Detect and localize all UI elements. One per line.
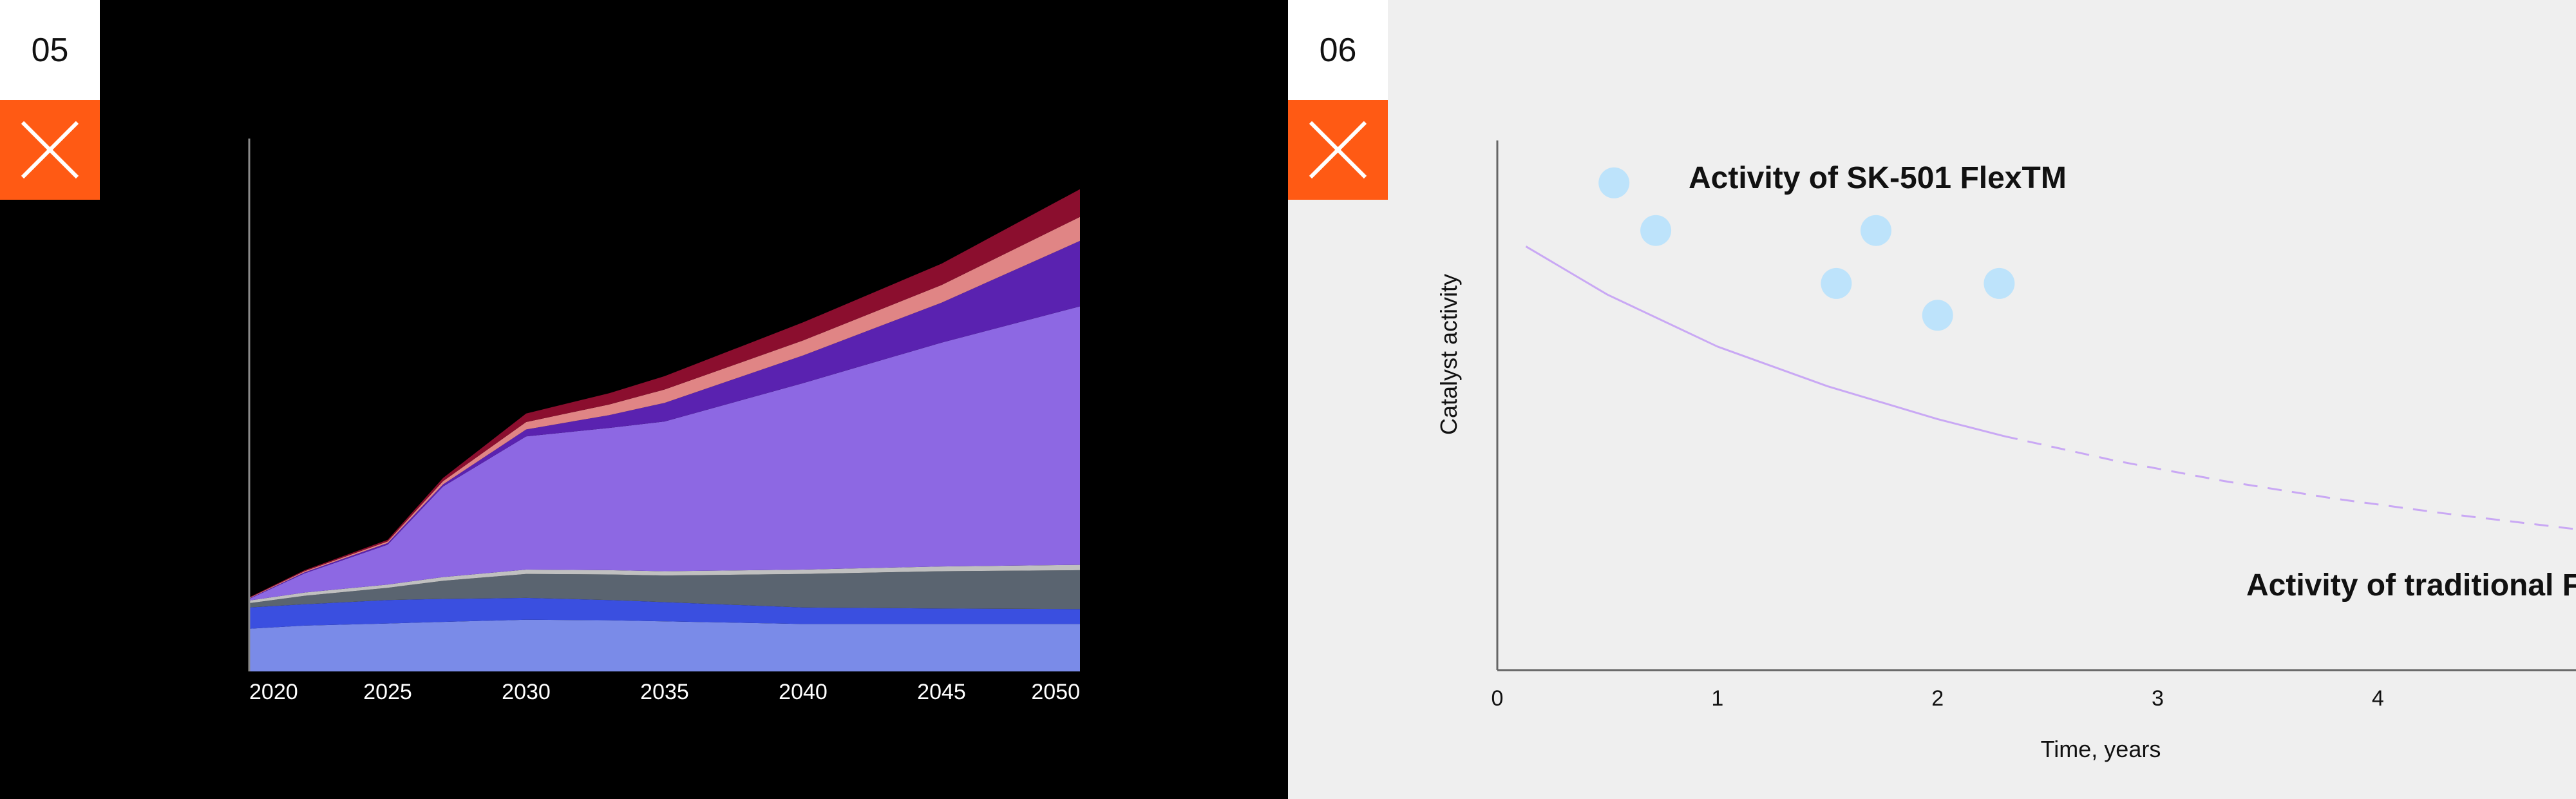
- x-tick-label: 2050: [1031, 680, 1080, 704]
- x-axis-title: Time, years: [2041, 736, 2161, 762]
- x-tick-label: 0: [1492, 686, 1504, 711]
- data-point: [1984, 267, 2015, 299]
- x-tick-label: 2030: [502, 680, 551, 704]
- data-point: [1640, 215, 1672, 246]
- scatter-chart: Catalyst activity Time, years 0 1 2 3 4 Acti…: [1435, 140, 2576, 762]
- legend-label-traditional: Activity of traditional Fe-Cr catalyst: [2246, 568, 2576, 602]
- close-icon[interactable]: [1288, 100, 1388, 200]
- panel-number: 06: [1288, 0, 1388, 100]
- area-series-3: [249, 570, 1080, 610]
- panel-number: 05: [0, 0, 100, 100]
- curve-solid-segment: [1525, 245, 2004, 438]
- x-tick-label: 2035: [640, 680, 689, 704]
- x-tick-label: 2020: [249, 680, 298, 704]
- x-tick-label: 3: [2152, 686, 2164, 711]
- x-tick-label: 2: [1931, 686, 1944, 711]
- data-point: [1922, 300, 1953, 331]
- x-tick-labels: 2020 2025 2030 2035 2040 2045 2050: [249, 680, 1080, 704]
- x-tick-label: 2025: [363, 680, 412, 704]
- area-series-2: [249, 597, 1080, 629]
- data-point: [1598, 167, 1630, 198]
- area-chart: 2020 2025 2030 2035 2040 2045 2050: [248, 139, 1080, 704]
- area-series-5: [249, 306, 1080, 601]
- x-tick-label: 2045: [917, 680, 966, 704]
- y-axis-title: Catalyst activity: [1435, 274, 1462, 435]
- area-series-4: [249, 564, 1080, 604]
- traditional-catalyst-curve: [1525, 245, 2576, 530]
- area-series-1: [249, 619, 1080, 671]
- x-tick-label: 1: [1711, 686, 1723, 711]
- area-series-6: [249, 240, 1080, 599]
- legend-label-sk501: Activity of SK-501 FlexTM: [1689, 161, 2067, 195]
- data-point: [1861, 215, 1891, 246]
- close-icon[interactable]: [0, 100, 100, 200]
- x-tick-label: 2040: [779, 680, 828, 704]
- panel-06: 06 Catalyst activity Time, years 0 1 2 3 4 A…: [1288, 0, 2576, 799]
- x-tick-labels: 0 1 2 3 4: [1492, 686, 2384, 711]
- curve-dashed-segment: [2003, 435, 2576, 530]
- sk501-points: [1598, 167, 2015, 331]
- panel-05: 05 2020 2025 2030 2035 2040 2045 2050: [0, 0, 1288, 799]
- x-tick-label: 4: [2372, 686, 2384, 711]
- data-point: [1821, 267, 1852, 299]
- area-series-group: [249, 189, 1080, 671]
